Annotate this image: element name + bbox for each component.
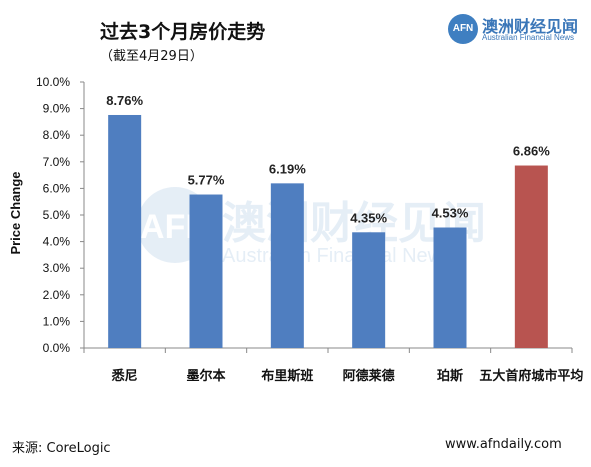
- y-tick-label: 4.0%: [43, 235, 71, 249]
- y-tick-label: 7.0%: [43, 155, 71, 169]
- y-tick-label: 10.0%: [36, 75, 70, 89]
- chart-title: 过去3个月房价走势: [100, 21, 266, 43]
- category-label: 布里斯班: [261, 368, 313, 384]
- logo-name-cn: 澳洲财经见闻: [482, 17, 579, 36]
- y-axis-label: Price Change: [8, 171, 23, 254]
- y-tick-label: 3.0%: [43, 261, 71, 275]
- y-tick-label: 5.0%: [43, 208, 71, 222]
- y-tick-label: 0.0%: [43, 341, 71, 355]
- bar-3: [352, 232, 386, 348]
- data-label: 6.86%: [513, 144, 550, 159]
- bars: 8.76% 5.77% 6.19% 4.35% 4.53% 6.86%: [106, 93, 550, 348]
- y-tick-label: 8.0%: [43, 128, 71, 142]
- bar-2: [270, 183, 304, 348]
- data-label: 4.35%: [350, 210, 387, 225]
- y-tick-label: 9.0%: [43, 102, 71, 116]
- afn-badge-icon: AFN: [448, 14, 478, 44]
- logo-name-en: Australian Financial News: [482, 33, 575, 42]
- bar-1: [189, 194, 223, 348]
- category-label: 阿德莱德: [343, 368, 395, 384]
- data-label: 6.19%: [269, 161, 306, 176]
- category-label: 悉尼: [111, 368, 138, 384]
- data-label: 8.76%: [106, 93, 143, 108]
- axes: 0.0% 1.0% 2.0% 3.0% 4.0% 5.0% 6.0% 7.0% 8.0% 9.0%…: [36, 75, 583, 384]
- y-tick-label: 1.0%: [43, 314, 71, 328]
- afn-logo: AFN 澳洲财经见闻 Australian Financial News: [448, 12, 578, 48]
- y-tick-label: 2.0%: [43, 288, 71, 302]
- y-tick-label: 6.0%: [43, 181, 71, 195]
- website-url: www.afndaily.com: [445, 437, 562, 452]
- bar-5: [514, 165, 548, 348]
- bar-0: [108, 114, 142, 348]
- watermark-name-en: Australian Financial News: [222, 245, 452, 267]
- bar-4: [433, 227, 467, 348]
- data-label: 4.53%: [432, 206, 469, 221]
- chart-subtitle: （截至4月29日）: [100, 49, 203, 64]
- category-label: 五大首府城市平均: [479, 368, 583, 384]
- source-note: 来源: CoreLogic: [12, 441, 111, 456]
- category-label: 墨尔本: [186, 368, 225, 384]
- data-label: 5.77%: [188, 173, 225, 188]
- category-label: 珀斯: [437, 368, 463, 384]
